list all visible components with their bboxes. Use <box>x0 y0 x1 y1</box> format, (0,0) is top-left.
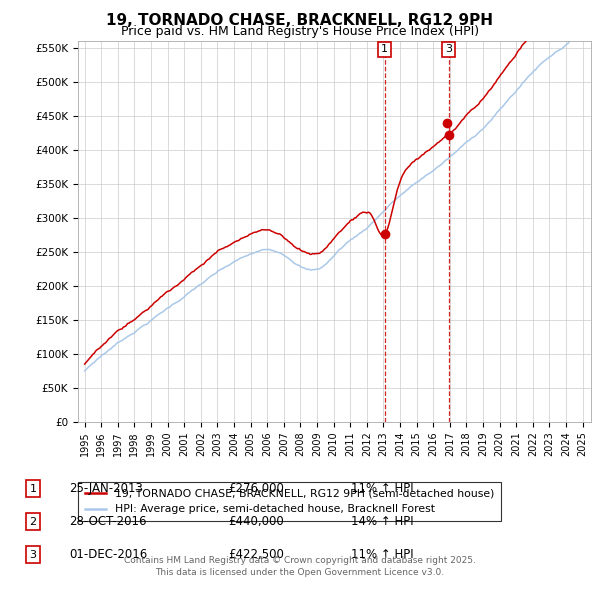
Text: 11% ↑ HPI: 11% ↑ HPI <box>351 482 413 495</box>
Text: £440,000: £440,000 <box>228 515 284 528</box>
Text: 14% ↑ HPI: 14% ↑ HPI <box>351 515 413 528</box>
Text: £276,000: £276,000 <box>228 482 284 495</box>
Text: 11% ↑ HPI: 11% ↑ HPI <box>351 548 413 561</box>
Text: 1: 1 <box>29 484 37 493</box>
Text: 1: 1 <box>381 44 388 54</box>
Text: Price paid vs. HM Land Registry's House Price Index (HPI): Price paid vs. HM Land Registry's House … <box>121 25 479 38</box>
Text: 19, TORNADO CHASE, BRACKNELL, RG12 9PH: 19, TORNADO CHASE, BRACKNELL, RG12 9PH <box>107 13 493 28</box>
Text: 3: 3 <box>445 44 452 54</box>
Text: 01-DEC-2016: 01-DEC-2016 <box>69 548 147 561</box>
Text: 2: 2 <box>29 517 37 526</box>
Text: 3: 3 <box>29 550 37 559</box>
Text: 25-JAN-2013: 25-JAN-2013 <box>69 482 143 495</box>
Text: 28-OCT-2016: 28-OCT-2016 <box>69 515 146 528</box>
Text: Contains HM Land Registry data © Crown copyright and database right 2025.
This d: Contains HM Land Registry data © Crown c… <box>124 556 476 577</box>
Text: £422,500: £422,500 <box>228 548 284 561</box>
Legend: 19, TORNADO CHASE, BRACKNELL, RG12 9PH (semi-detached house), HPI: Average price: 19, TORNADO CHASE, BRACKNELL, RG12 9PH (… <box>78 483 501 521</box>
